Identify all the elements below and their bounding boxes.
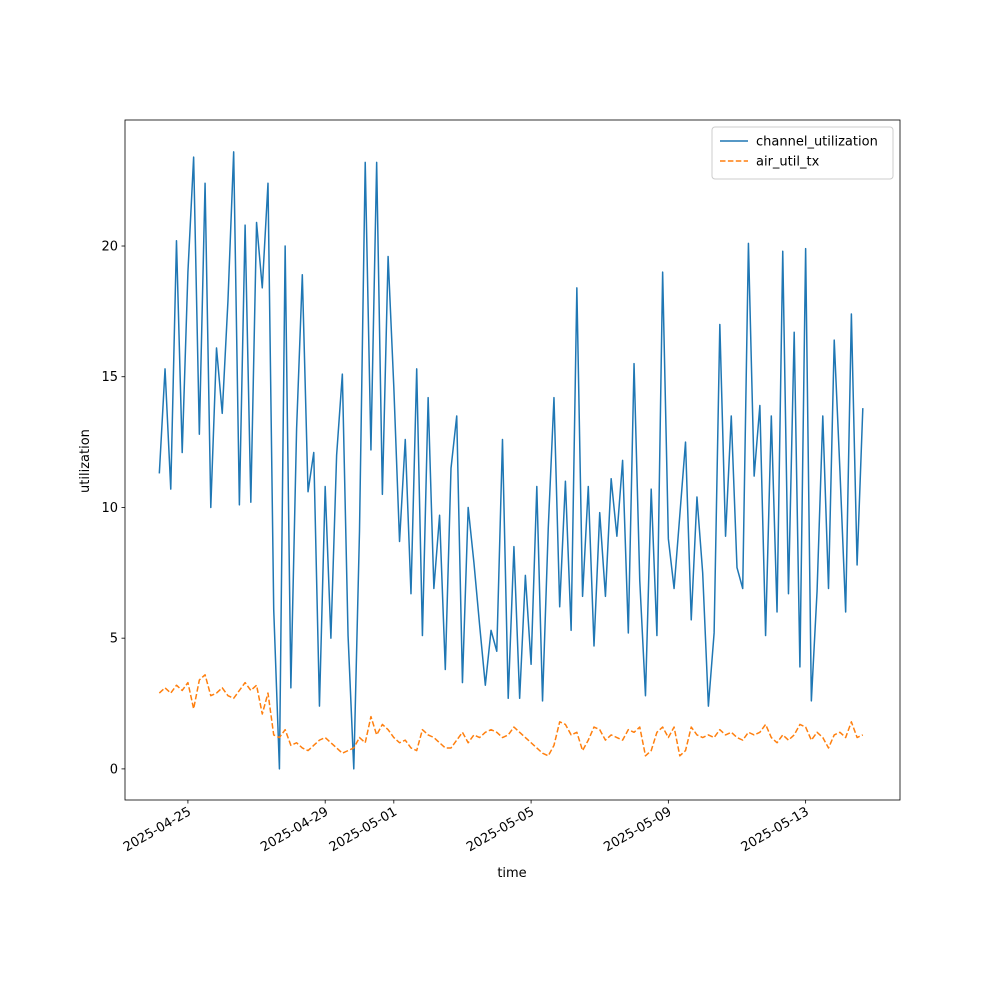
data-line bbox=[158, 674, 864, 757]
legend-label: air_util_tx bbox=[756, 155, 820, 170]
y-tick-label: 20 bbox=[101, 240, 118, 255]
y-tick-label: 5 bbox=[110, 632, 118, 647]
y-tick-label: 0 bbox=[110, 762, 118, 777]
x-axis-label: time bbox=[497, 866, 526, 881]
axes-frame bbox=[124, 119, 901, 801]
y-tick-label: 15 bbox=[101, 370, 118, 385]
y-axis-label: utilization bbox=[78, 429, 93, 493]
y-tick-label: 10 bbox=[101, 501, 118, 516]
data-line bbox=[158, 151, 864, 770]
legend-label: channel_utilization bbox=[756, 135, 878, 150]
plot-area bbox=[158, 151, 864, 770]
legend-box bbox=[711, 126, 894, 180]
